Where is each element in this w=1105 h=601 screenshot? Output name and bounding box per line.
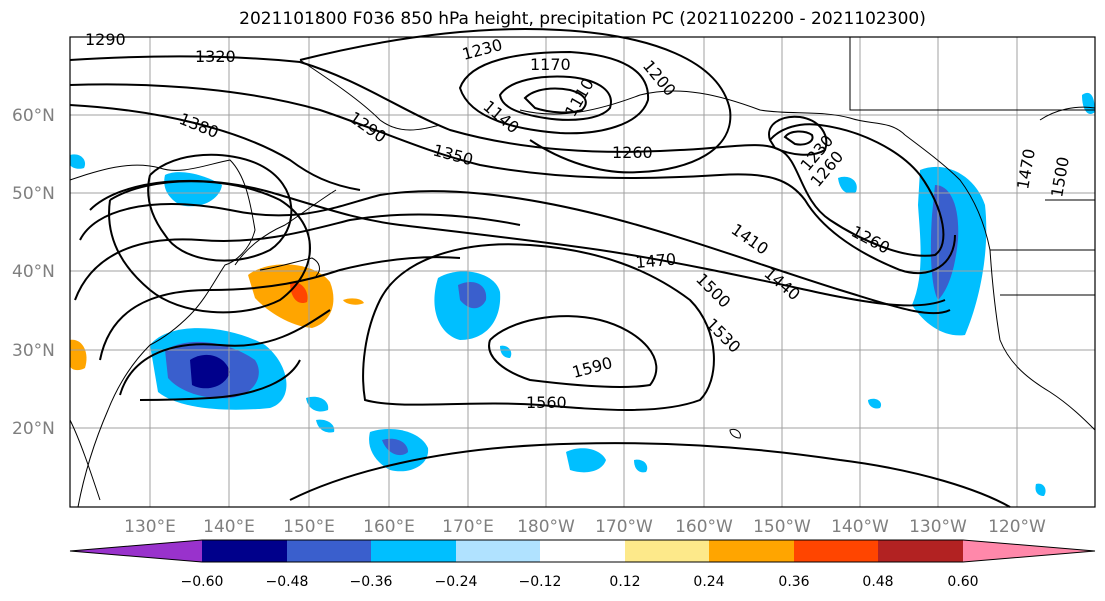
contour-label: 1170 (530, 55, 571, 74)
precip-blob (343, 298, 364, 305)
coastlines (69, 37, 1096, 508)
lon-label: 140°W (831, 517, 889, 537)
contour-label: 1260 (612, 143, 653, 162)
colorbar-extension (70, 540, 202, 562)
precip-blob (306, 396, 329, 412)
precip-blob (316, 419, 335, 433)
precip-blob (248, 264, 334, 328)
contour-labels: 1290 1320 1380 1230 1170 1200 1140 1110 … (85, 30, 1073, 412)
lat-labels: 60°N 50°N 40°N 30°N 20°N (12, 106, 55, 439)
lon-label: 130°E (124, 517, 176, 537)
colorbar-tick-label: 0.36 (778, 574, 809, 590)
graticule (70, 37, 1095, 507)
colorbar-tick-label: −0.36 (350, 574, 393, 590)
colorbar-segment (878, 540, 963, 562)
map-frame (69, 36, 1096, 508)
colorbar-segment (709, 540, 794, 562)
lon-label: 160°W (675, 517, 733, 537)
lon-label: 150°W (753, 517, 811, 537)
colorbar-tick-label: 0.48 (862, 574, 893, 590)
contour-label: 1470 (635, 250, 677, 272)
precip-blob (70, 154, 86, 169)
colorbar-ticks: −0.60 −0.48 −0.36 −0.24 −0.12 0.12 0.24 … (181, 574, 979, 590)
colorbar-tick-label: 0.24 (693, 574, 724, 590)
colorbar-segment (794, 540, 878, 562)
lon-label: 170°E (442, 517, 494, 537)
colorbar-tick-label: 0.60 (947, 574, 978, 590)
lon-label: 140°E (203, 517, 255, 537)
lon-label: 120°W (988, 517, 1046, 537)
colorbar-segment (202, 540, 287, 562)
precip-blob (458, 281, 487, 309)
colorbar-segment (625, 540, 709, 562)
colorbar (69, 539, 1096, 563)
precip-blob (634, 459, 648, 473)
lat-label: 30°N (12, 341, 55, 361)
lon-label: 150°E (283, 517, 335, 537)
colorbar-extension (963, 540, 1095, 562)
precip-blob (838, 176, 857, 194)
lon-label: 170°W (595, 517, 653, 537)
lat-label: 60°N (12, 106, 55, 126)
contour-label: 1320 (195, 47, 236, 66)
colorbar-outline (69, 539, 1096, 563)
precip-blob (190, 354, 230, 389)
precip-anomaly-fill (70, 92, 1095, 496)
lat-label: 40°N (12, 262, 55, 282)
colorbar-segment (456, 540, 540, 562)
lat-label: 50°N (12, 184, 55, 204)
precip-blob (500, 345, 512, 358)
colorbar-tick-label: −0.60 (181, 574, 224, 590)
lon-labels: 130°E 140°E 150°E 160°E 170°E 180°W 170°… (124, 517, 1046, 537)
colorbar-tick-label: −0.24 (435, 574, 478, 590)
colorbar-tick-label: −0.48 (266, 574, 309, 590)
precip-blob (566, 448, 606, 473)
precip-blob (1082, 92, 1095, 115)
colorbar-segment (540, 540, 625, 562)
colorbar-tick-label: 0.12 (609, 574, 640, 590)
lon-label: 130°W (909, 517, 967, 537)
contour-label: 1560 (526, 393, 567, 412)
lon-label: 180°W (517, 517, 575, 537)
precip-blob (70, 339, 87, 371)
lon-label: 160°E (363, 517, 415, 537)
precip-blob (868, 398, 882, 409)
colorbar-segment (287, 540, 371, 562)
contour-label: 1290 (85, 30, 126, 49)
height-contours (69, 28, 1011, 508)
colorbar-tick-label: −0.12 (519, 574, 562, 590)
lat-label: 20°N (12, 419, 55, 439)
colorbar-segment (371, 540, 456, 562)
chart-title: 2021101800 F036 850 hPa height, precipit… (239, 9, 926, 29)
precip-blob (1035, 483, 1046, 496)
